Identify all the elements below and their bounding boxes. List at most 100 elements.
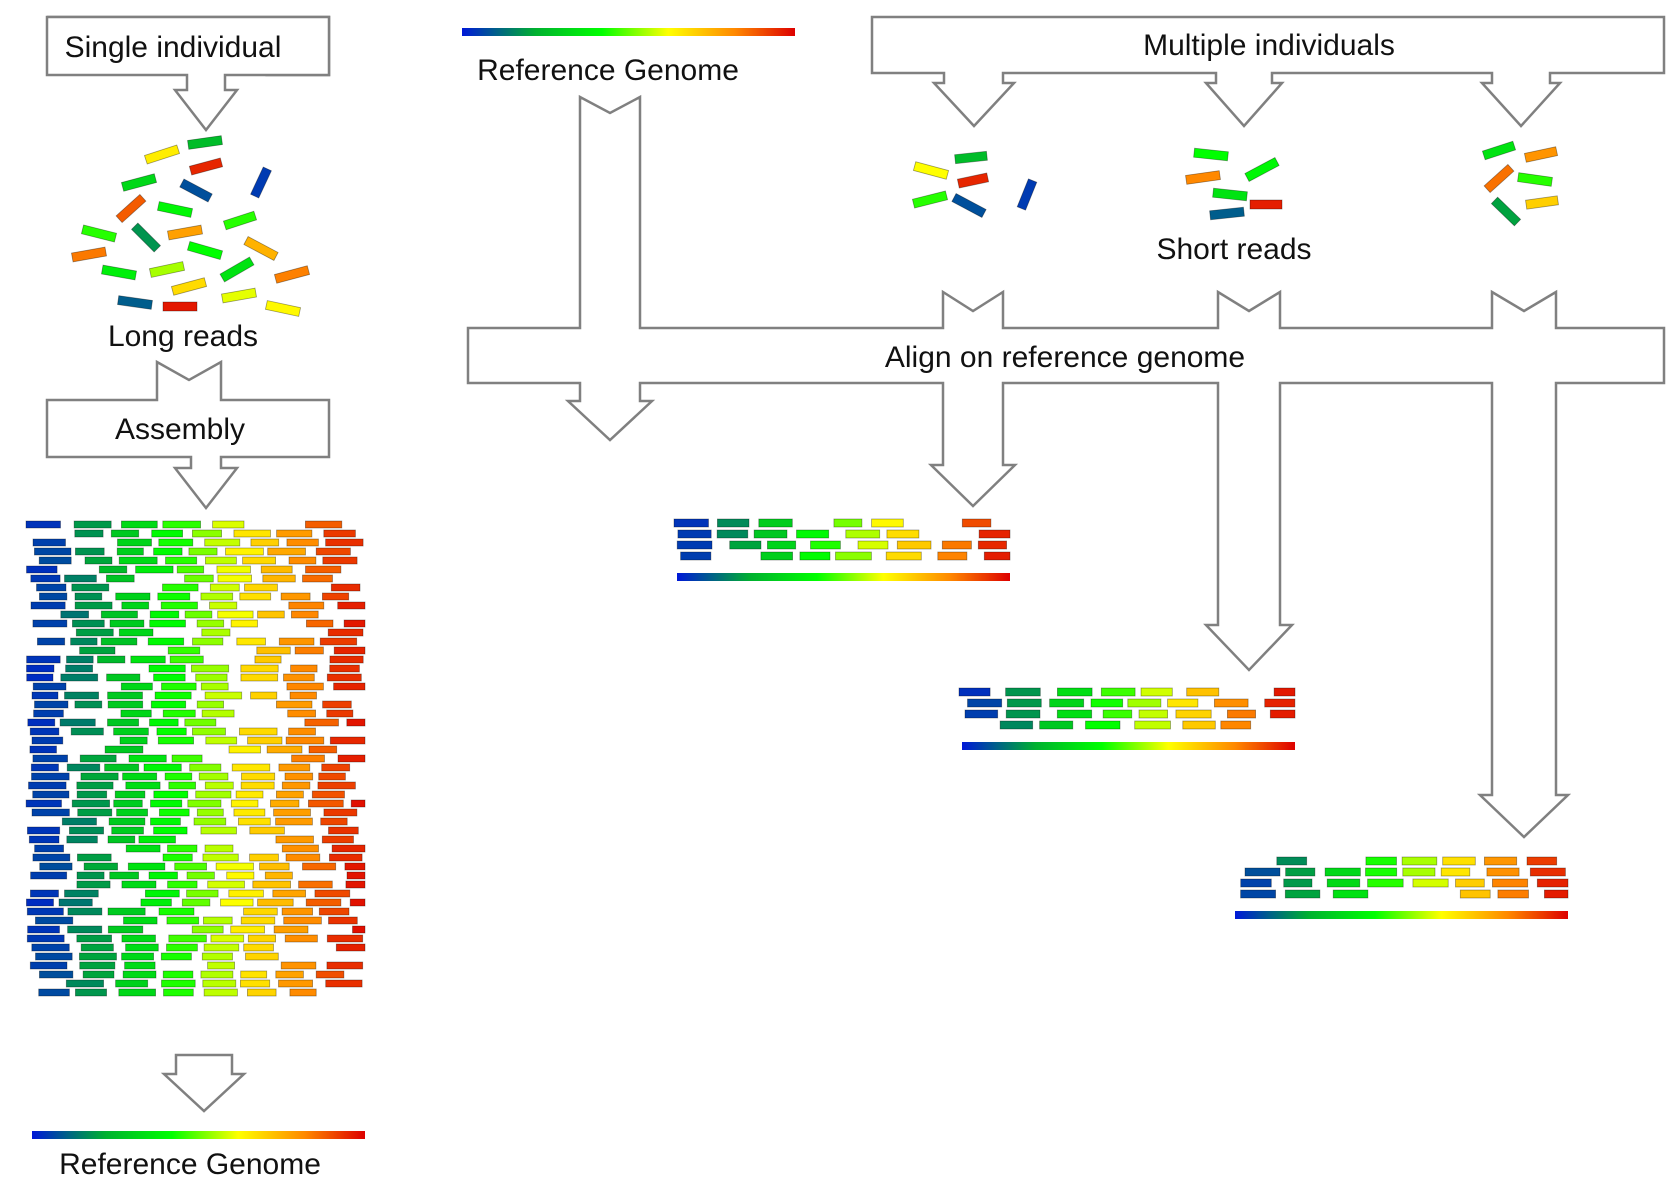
aligned-read bbox=[82, 970, 115, 979]
aligned-read bbox=[76, 781, 114, 790]
aligned-read bbox=[1214, 698, 1249, 708]
aligned-read bbox=[885, 551, 922, 561]
aligned-read bbox=[189, 763, 222, 772]
aligned-read bbox=[64, 691, 99, 700]
aligned-read bbox=[1049, 698, 1085, 708]
aligned-read bbox=[201, 709, 235, 718]
aligned-read bbox=[1240, 889, 1276, 899]
aligned-read bbox=[200, 592, 234, 601]
short-read bbox=[1212, 187, 1248, 202]
long-read bbox=[148, 261, 186, 278]
aligned-read bbox=[275, 970, 304, 979]
aligned-read bbox=[122, 772, 158, 781]
aligned-read bbox=[196, 700, 224, 709]
aligned-read bbox=[1442, 856, 1476, 866]
aligned-read bbox=[202, 853, 239, 862]
aligned-read bbox=[79, 952, 117, 961]
aligned-read bbox=[810, 540, 841, 550]
long-read bbox=[80, 224, 118, 243]
aligned-read bbox=[349, 898, 366, 907]
aligned-read bbox=[328, 916, 358, 925]
aligned-read bbox=[1455, 878, 1485, 888]
aligned-read bbox=[1090, 698, 1124, 708]
reference-genome-bar-bottom bbox=[32, 1131, 365, 1139]
aligned-read bbox=[34, 844, 64, 853]
aligned-read bbox=[118, 628, 154, 637]
aligned-read bbox=[110, 529, 140, 538]
aligned-read bbox=[228, 889, 264, 898]
aligned-read bbox=[162, 970, 194, 979]
aligned-read bbox=[166, 916, 200, 925]
aligned-read bbox=[305, 898, 342, 907]
aligned-read bbox=[1283, 878, 1313, 888]
aligned-read bbox=[215, 862, 254, 871]
aligned-read bbox=[835, 551, 872, 561]
aligned-read bbox=[160, 601, 198, 610]
aligned-read bbox=[233, 529, 271, 538]
aligned-read bbox=[117, 538, 152, 547]
short-read bbox=[956, 172, 990, 189]
aligned-read bbox=[153, 547, 183, 556]
reference-genome-label-bottom: Reference Genome bbox=[59, 1148, 321, 1181]
aligned-read bbox=[267, 547, 306, 556]
aligned-read bbox=[77, 853, 112, 862]
aligned-read bbox=[326, 961, 364, 970]
aligned-read bbox=[1140, 687, 1173, 697]
aligned-read bbox=[158, 907, 195, 916]
aligned-read bbox=[130, 655, 166, 664]
aligned-read bbox=[240, 664, 279, 673]
long-reads-label: Long reads bbox=[108, 320, 258, 353]
aligned-read bbox=[149, 610, 180, 619]
aligned-read bbox=[290, 664, 318, 673]
aligned-read bbox=[196, 619, 225, 628]
aligned-read bbox=[184, 718, 217, 727]
long-read bbox=[156, 201, 194, 218]
aligned-read bbox=[66, 655, 94, 664]
aligned-read bbox=[304, 718, 339, 727]
aligned-read bbox=[307, 799, 344, 808]
aligned-read bbox=[1005, 687, 1041, 697]
aligned-read bbox=[326, 934, 364, 943]
aligned-read bbox=[230, 925, 265, 934]
assembly-output-arrow bbox=[160, 1053, 248, 1113]
aligned-read bbox=[74, 700, 103, 709]
aligned-read bbox=[204, 556, 237, 565]
reference-genome-bar-top bbox=[462, 28, 795, 36]
aligned-read bbox=[79, 961, 116, 970]
aligned-read bbox=[29, 727, 60, 736]
long-read bbox=[167, 224, 203, 241]
aligned-read bbox=[150, 817, 181, 826]
aligned-read bbox=[753, 529, 788, 539]
aligned-read bbox=[1276, 856, 1308, 866]
aligned-read bbox=[209, 601, 238, 610]
aligned-read bbox=[80, 943, 114, 952]
aligned-read bbox=[204, 844, 234, 853]
aligned-read bbox=[1492, 878, 1529, 888]
aligned-read bbox=[124, 961, 156, 970]
aligned-read bbox=[857, 540, 889, 550]
aligned-read bbox=[107, 700, 144, 709]
aligned-read bbox=[350, 799, 366, 808]
aligned-read bbox=[143, 763, 182, 772]
aligned-read bbox=[34, 700, 69, 709]
aligned-read bbox=[286, 682, 324, 691]
aligned-read bbox=[230, 799, 259, 808]
aligned-read bbox=[195, 790, 232, 799]
aligned-read bbox=[833, 518, 863, 528]
aligned-read bbox=[281, 844, 319, 853]
aligned-read bbox=[288, 601, 325, 610]
aligned-read bbox=[184, 574, 214, 583]
aligned-read bbox=[896, 540, 932, 550]
aligned-read bbox=[329, 655, 364, 664]
aligned-read bbox=[212, 520, 245, 529]
aligned-read bbox=[220, 898, 254, 907]
aligned-read bbox=[323, 529, 356, 538]
aligned-read bbox=[327, 628, 364, 637]
aligned-read bbox=[100, 637, 138, 646]
aligned-read bbox=[31, 808, 70, 817]
long-read bbox=[143, 144, 181, 165]
aligned-read bbox=[147, 637, 185, 646]
short-read bbox=[954, 150, 988, 165]
aligned-read bbox=[331, 844, 366, 853]
aligned-read bbox=[64, 889, 99, 898]
